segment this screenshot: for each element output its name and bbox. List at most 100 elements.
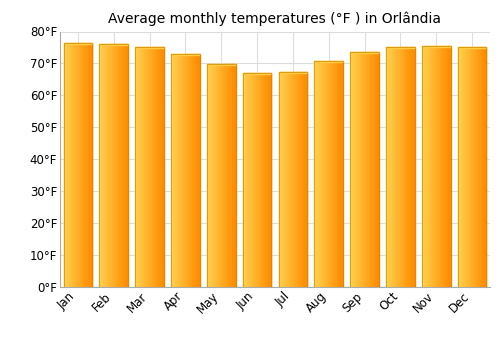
Bar	[171, 54, 200, 287]
Bar	[188, 54, 189, 287]
Bar	[162, 47, 164, 287]
Bar	[286, 72, 288, 287]
Bar	[389, 47, 390, 287]
Bar	[217, 64, 218, 287]
Bar	[80, 43, 81, 287]
Bar	[424, 46, 425, 287]
Bar	[139, 47, 140, 287]
Bar	[364, 51, 366, 287]
Bar	[149, 47, 150, 287]
Bar	[376, 51, 377, 287]
Bar	[427, 46, 428, 287]
Bar	[77, 43, 78, 287]
Bar	[184, 54, 186, 287]
Bar	[210, 64, 212, 287]
Bar	[336, 61, 338, 287]
Bar	[260, 73, 262, 287]
Bar	[152, 47, 153, 287]
Bar	[366, 51, 367, 287]
Bar	[102, 44, 103, 287]
Bar	[212, 64, 214, 287]
Bar	[448, 46, 449, 287]
Bar	[468, 47, 469, 287]
Bar	[101, 44, 102, 287]
Bar	[187, 54, 188, 287]
Bar	[283, 72, 284, 287]
Bar	[207, 64, 236, 287]
Bar	[386, 47, 414, 287]
Bar	[179, 54, 180, 287]
Bar	[462, 47, 463, 287]
Bar	[429, 46, 430, 287]
Bar	[473, 47, 474, 287]
Bar	[215, 64, 216, 287]
Bar	[278, 72, 307, 287]
Bar	[440, 46, 442, 287]
Bar	[328, 61, 329, 287]
Bar	[257, 73, 258, 287]
Bar	[218, 64, 219, 287]
Bar	[354, 51, 356, 287]
Bar	[323, 61, 324, 287]
Bar	[264, 73, 265, 287]
Bar	[267, 73, 268, 287]
Bar	[350, 51, 379, 287]
Bar	[333, 61, 334, 287]
Bar	[246, 73, 247, 287]
Bar	[315, 61, 316, 287]
Bar	[64, 43, 65, 287]
Bar	[340, 61, 341, 287]
Bar	[242, 73, 244, 287]
Bar	[120, 44, 121, 287]
Bar	[409, 47, 410, 287]
Bar	[378, 51, 379, 287]
Bar	[411, 47, 412, 287]
Bar	[64, 43, 92, 44]
Bar	[194, 54, 195, 287]
Bar	[256, 73, 257, 287]
Bar	[66, 43, 67, 287]
Bar	[297, 72, 298, 287]
Bar	[244, 73, 245, 287]
Bar	[422, 46, 424, 287]
Bar	[140, 47, 141, 287]
Bar	[138, 47, 139, 287]
Bar	[432, 46, 434, 287]
Bar	[391, 47, 392, 287]
Bar	[148, 47, 149, 287]
Bar	[341, 61, 342, 287]
Bar	[425, 46, 426, 287]
Bar	[194, 54, 196, 287]
Bar	[399, 47, 400, 287]
Bar	[325, 61, 326, 287]
Bar	[472, 47, 473, 287]
Bar	[458, 47, 486, 48]
Bar	[278, 72, 280, 287]
Bar	[291, 72, 292, 287]
Bar	[447, 46, 448, 287]
Bar	[475, 47, 476, 287]
Bar	[374, 51, 376, 287]
Bar	[86, 43, 88, 287]
Bar	[110, 44, 111, 287]
Bar	[135, 47, 136, 287]
Bar	[124, 44, 126, 287]
Bar	[330, 61, 331, 287]
Bar	[474, 47, 475, 287]
Bar	[219, 64, 220, 287]
Title: Average monthly temperatures (°F ) in Orlândia: Average monthly temperatures (°F ) in Or…	[108, 12, 442, 26]
Bar	[396, 47, 397, 287]
Bar	[314, 61, 315, 287]
Bar	[253, 73, 254, 287]
Bar	[404, 47, 405, 287]
Bar	[247, 73, 248, 287]
Bar	[318, 61, 320, 287]
Bar	[142, 47, 143, 287]
Bar	[280, 72, 281, 287]
Bar	[351, 51, 352, 287]
Bar	[404, 47, 406, 287]
Bar	[161, 47, 162, 287]
Bar	[320, 61, 321, 287]
Bar	[115, 44, 116, 287]
Bar	[410, 47, 411, 287]
